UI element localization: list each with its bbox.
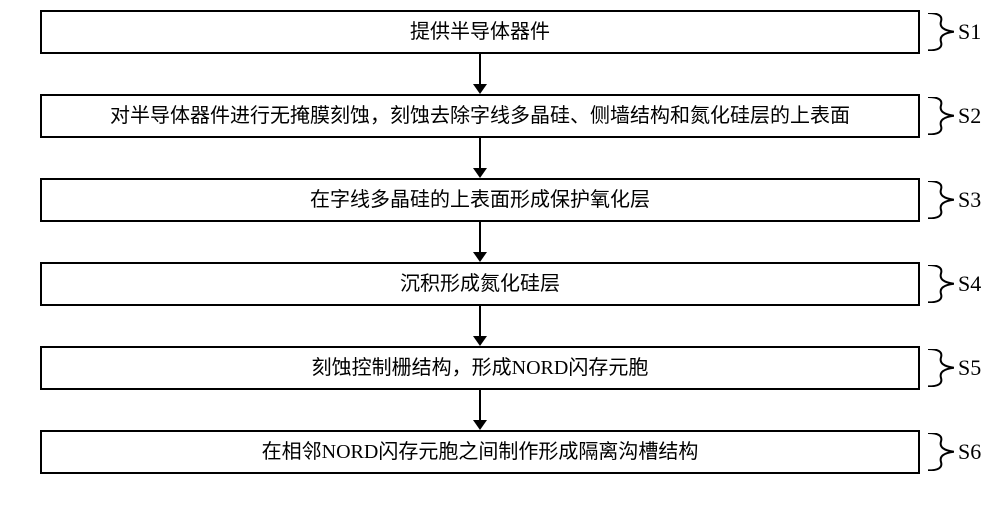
step-text: 在字线多晶硅的上表面形成保护氧化层 (310, 190, 650, 210)
step-label-s4: S4 (958, 271, 981, 297)
flowchart-canvas: 提供半导体器件 S1 对半导体器件进行无掩膜刻蚀，刻蚀去除字线多晶硅、侧墙结构和氮化… (0, 0, 1000, 519)
step-box-s6: 在相邻NORD闪存元胞之间制作形成隔离沟槽结构 (40, 430, 920, 474)
brace-icon (928, 13, 954, 50)
step-text: 在相邻NORD闪存元胞之间制作形成隔离沟槽结构 (262, 442, 699, 462)
step-box-s1: 提供半导体器件 (40, 10, 920, 54)
arrow-line (479, 390, 481, 420)
step-box-s3: 在字线多晶硅的上表面形成保护氧化层 (40, 178, 920, 222)
step-label-s5: S5 (958, 355, 981, 381)
step-box-s5: 刻蚀控制栅结构，形成NORD闪存元胞 (40, 346, 920, 390)
step-label-s2: S2 (958, 103, 981, 129)
step-text: 对半导体器件进行无掩膜刻蚀，刻蚀去除字线多晶硅、侧墙结构和氮化硅层的上表面 (110, 106, 850, 126)
arrow-line (479, 138, 481, 168)
arrow-line (479, 306, 481, 336)
brace-icon (928, 433, 954, 470)
arrow-line (479, 222, 481, 252)
step-label-s3: S3 (958, 187, 981, 213)
brace-icon (928, 349, 954, 386)
brace-icon (928, 97, 954, 134)
arrow-head-icon (473, 336, 487, 346)
step-text: 沉积形成氮化硅层 (400, 274, 560, 294)
brace-icon (928, 265, 954, 302)
arrow-head-icon (473, 168, 487, 178)
step-box-s4: 沉积形成氮化硅层 (40, 262, 920, 306)
arrow-head-icon (473, 420, 487, 430)
arrow-head-icon (473, 84, 487, 94)
arrow-line (479, 54, 481, 84)
step-text: 刻蚀控制栅结构，形成NORD闪存元胞 (312, 358, 649, 378)
step-text: 提供半导体器件 (410, 22, 550, 42)
step-box-s2: 对半导体器件进行无掩膜刻蚀，刻蚀去除字线多晶硅、侧墙结构和氮化硅层的上表面 (40, 94, 920, 138)
brace-icon (928, 181, 954, 218)
step-label-s1: S1 (958, 19, 981, 45)
step-label-s6: S6 (958, 439, 981, 465)
arrow-head-icon (473, 252, 487, 262)
